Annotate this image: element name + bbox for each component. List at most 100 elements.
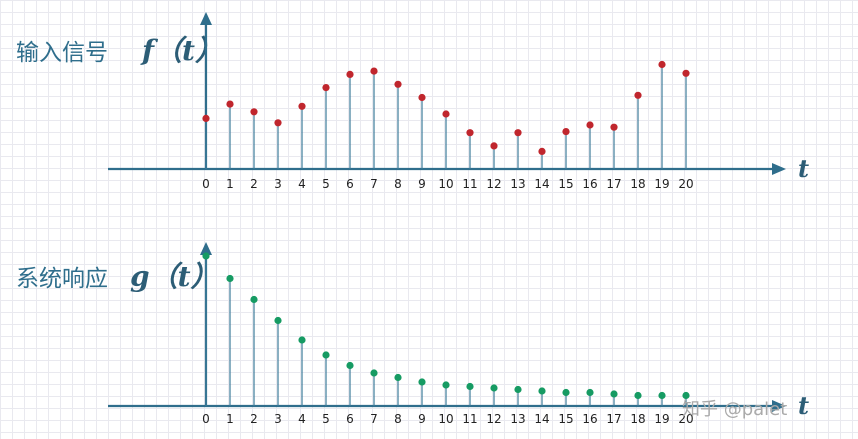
input-signal-x-tick-label: 13	[510, 177, 525, 191]
system-response-panel: 系统响应 g（t） t 0 1 2 3 4 5 6 7 8 9 10 11 12 13 14 15 16 17 18…	[16, 242, 809, 426]
system-response-point	[418, 378, 426, 386]
watermark: 知乎 @palet	[682, 399, 787, 420]
input-signal-title-func: f（t）	[140, 34, 223, 67]
system-response-x-tick-label: 5	[322, 412, 330, 426]
system-response-point	[586, 388, 594, 397]
input-signal-point	[250, 108, 258, 116]
system-response-x-tick-label: 14	[534, 412, 549, 426]
system-response-point	[274, 316, 282, 325]
system-response-x-tick-label: 16	[582, 412, 597, 426]
system-response-point	[490, 384, 498, 392]
input-signal-point	[322, 84, 330, 92]
system-response-point	[322, 351, 330, 359]
input-signal-x-tick-label: 20	[678, 177, 693, 191]
system-response-marks: 0 1 2 3 4 5 6 7 8 9 10 11 12 13 14 15 16 17 18 19 20	[202, 252, 694, 426]
input-signal-point	[490, 142, 498, 150]
system-response-point	[562, 388, 570, 397]
system-response-point	[394, 373, 402, 382]
system-response-point	[250, 295, 258, 304]
input-signal-x-tick-label: 7	[370, 177, 378, 191]
input-signal-x-tick-label: 15	[558, 177, 573, 191]
system-response-x-tick-label: 1	[226, 412, 234, 426]
system-response-x-tick-label: 3	[274, 412, 282, 426]
system-response-x-tick-label: 6	[346, 412, 354, 426]
input-signal-x-tick-label: 2	[250, 177, 258, 191]
input-signal-x-tick-label: 1	[226, 177, 234, 191]
system-response-x-axis-label: t	[798, 391, 809, 420]
system-response-point	[370, 369, 378, 377]
input-signal-point	[226, 100, 234, 108]
input-signal-point	[298, 102, 306, 110]
system-response-point	[202, 252, 210, 260]
system-response-x-tick-label: 11	[462, 412, 477, 426]
input-signal-x-tick-label: 9	[418, 177, 426, 191]
input-signal-x-tick-label: 0	[202, 177, 210, 191]
system-response-point	[538, 387, 546, 395]
input-signal-point	[346, 70, 354, 78]
input-signal-point	[634, 91, 642, 99]
system-response-x-tick-label: 17	[606, 412, 621, 426]
input-signal-point	[442, 110, 450, 118]
system-response-point	[346, 361, 354, 370]
input-signal-y-axis-arrow	[200, 12, 212, 25]
system-response-x-tick-label: 20	[678, 412, 693, 426]
system-response-x-tick-label: 10	[438, 412, 453, 426]
input-signal-point	[370, 67, 378, 75]
system-response-x-axis-arrow	[772, 400, 786, 412]
system-response-title-text: 系统响应	[16, 266, 108, 292]
input-signal-point	[514, 129, 522, 137]
input-signal-x-tick-label: 10	[438, 177, 453, 191]
input-signal-x-tick-label: 3	[274, 177, 282, 191]
system-response-x-tick-label: 19	[654, 412, 669, 426]
input-signal-x-tick-label: 6	[346, 177, 354, 191]
system-response-point	[658, 391, 666, 400]
input-signal-x-tick-label: 17	[606, 177, 621, 191]
input-signal-x-tick-label: 8	[394, 177, 402, 191]
system-response-point	[466, 382, 474, 391]
system-response-x-tick-label: 2	[250, 412, 258, 426]
input-signal-point	[658, 60, 666, 69]
system-response-x-tick-label: 9	[418, 412, 426, 426]
system-response-x-tick-label: 15	[558, 412, 573, 426]
system-response-x-tick-label: 12	[486, 412, 501, 426]
input-signal-x-tick-label: 11	[462, 177, 477, 191]
system-response-x-tick-label: 4	[298, 412, 306, 426]
input-signal-point	[682, 69, 690, 77]
system-response-x-tick-label: 13	[510, 412, 525, 426]
input-signal-marks: 0 1 2 3 4 5 6 7 8 9 10 11 12 13 14 15 16 17 18 19 20	[202, 60, 694, 191]
system-response-x-tick-label: 18	[630, 412, 645, 426]
system-response-title-func: g（t）	[130, 260, 219, 293]
input-signal-point	[610, 123, 618, 131]
input-signal-point	[394, 80, 402, 88]
input-signal-panel: 输入信号 f（t） t 0 1 2 3 4 5 6 7 8 9 10 11 12 13 14 15 16 17 18…	[16, 12, 809, 191]
system-response-point	[610, 390, 618, 398]
input-signal-point	[274, 119, 282, 127]
input-signal-x-tick-label: 16	[582, 177, 597, 191]
system-response-point	[442, 381, 450, 389]
system-response-x-tick-label: 8	[394, 412, 402, 426]
input-signal-point	[538, 147, 546, 155]
system-response-point	[634, 391, 642, 400]
input-signal-x-tick-label: 18	[630, 177, 645, 191]
input-signal-x-axis-arrow	[772, 163, 786, 175]
system-response-point	[298, 336, 306, 344]
system-response-x-tick-label: 0	[202, 412, 210, 426]
input-signal-point	[466, 129, 474, 137]
input-signal-x-tick-label: 5	[322, 177, 330, 191]
input-signal-x-tick-label: 14	[534, 177, 549, 191]
system-response-x-tick-label: 7	[370, 412, 378, 426]
input-signal-point	[562, 128, 570, 136]
system-response-point	[682, 391, 690, 400]
system-response-y-axis-arrow	[200, 242, 212, 255]
system-response-point	[514, 385, 522, 394]
input-signal-x-axis-label: t	[798, 154, 809, 183]
input-signal-x-tick-label: 19	[654, 177, 669, 191]
input-signal-x-tick-label: 12	[486, 177, 501, 191]
input-signal-point	[202, 114, 210, 122]
input-signal-point	[418, 93, 426, 102]
system-response-point	[226, 274, 234, 283]
input-signal-point	[586, 121, 594, 129]
input-signal-x-tick-label: 4	[298, 177, 306, 191]
input-signal-title-text: 输入信号	[16, 40, 108, 66]
